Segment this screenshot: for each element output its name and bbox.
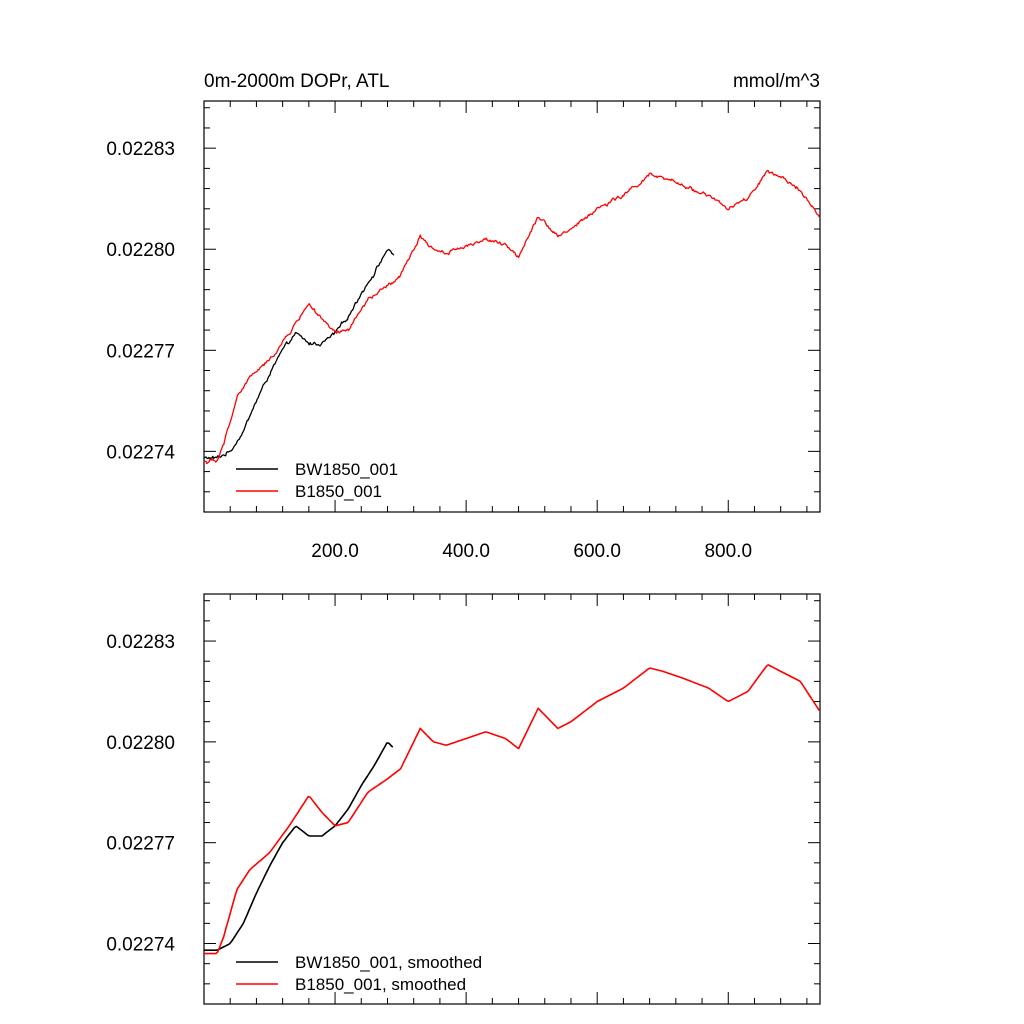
top-x-tick-label: 800.0 xyxy=(704,541,752,562)
top-y-tick-label: 0.02274 xyxy=(106,442,175,463)
top-x-tick-label: 200.0 xyxy=(311,541,359,562)
top-x-tick-labels: 200.0 400.0 600.0 800.0 xyxy=(311,541,752,562)
bottom-legend-label: BW1850_001, smoothed xyxy=(295,953,482,972)
top-y-tick-labels: 0.02274 0.02277 0.02280 0.02283 xyxy=(106,139,175,463)
bottom-y-tick-label: 0.02283 xyxy=(106,632,175,653)
bottom-legend: BW1850_001, smoothed B1850_001, smoothed xyxy=(236,953,482,994)
top-y-tick-label: 0.02277 xyxy=(106,341,175,362)
top-plot xyxy=(203,100,821,513)
top-x-tick-label: 600.0 xyxy=(573,541,621,562)
top-plot-frame xyxy=(203,100,821,513)
top-series-line-red xyxy=(203,170,820,465)
bottom-y-tick-label: 0.02277 xyxy=(106,834,175,855)
top-chart-title: 0m-2000m DOPr, ATL xyxy=(204,71,390,92)
bottom-legend-label: B1850_001, smoothed xyxy=(295,975,466,994)
top-x-tick-label: 400.0 xyxy=(442,541,490,562)
top-legend-label: B1850_001 xyxy=(295,482,382,501)
top-chart-units: mmol/m^3 xyxy=(733,71,820,92)
top-series-line-black xyxy=(203,248,395,460)
bottom-series-line-black xyxy=(204,742,394,952)
bottom-series-line-red xyxy=(204,664,820,955)
bottom-y-tick-label: 0.02280 xyxy=(106,733,175,754)
bottom-plot xyxy=(203,593,821,1005)
top-legend-label: BW1850_001 xyxy=(295,460,398,479)
top-legend: BW1850_001 B1850_001 xyxy=(236,460,398,501)
bottom-y-tick-labels: 0.02274 0.02277 0.02280 0.02283 xyxy=(106,632,175,955)
top-y-tick-label: 0.02280 xyxy=(106,240,175,261)
top-y-tick-label: 0.02283 xyxy=(106,139,175,160)
bottom-plot-frame xyxy=(203,593,821,1005)
bottom-y-tick-label: 0.02274 xyxy=(106,935,175,956)
